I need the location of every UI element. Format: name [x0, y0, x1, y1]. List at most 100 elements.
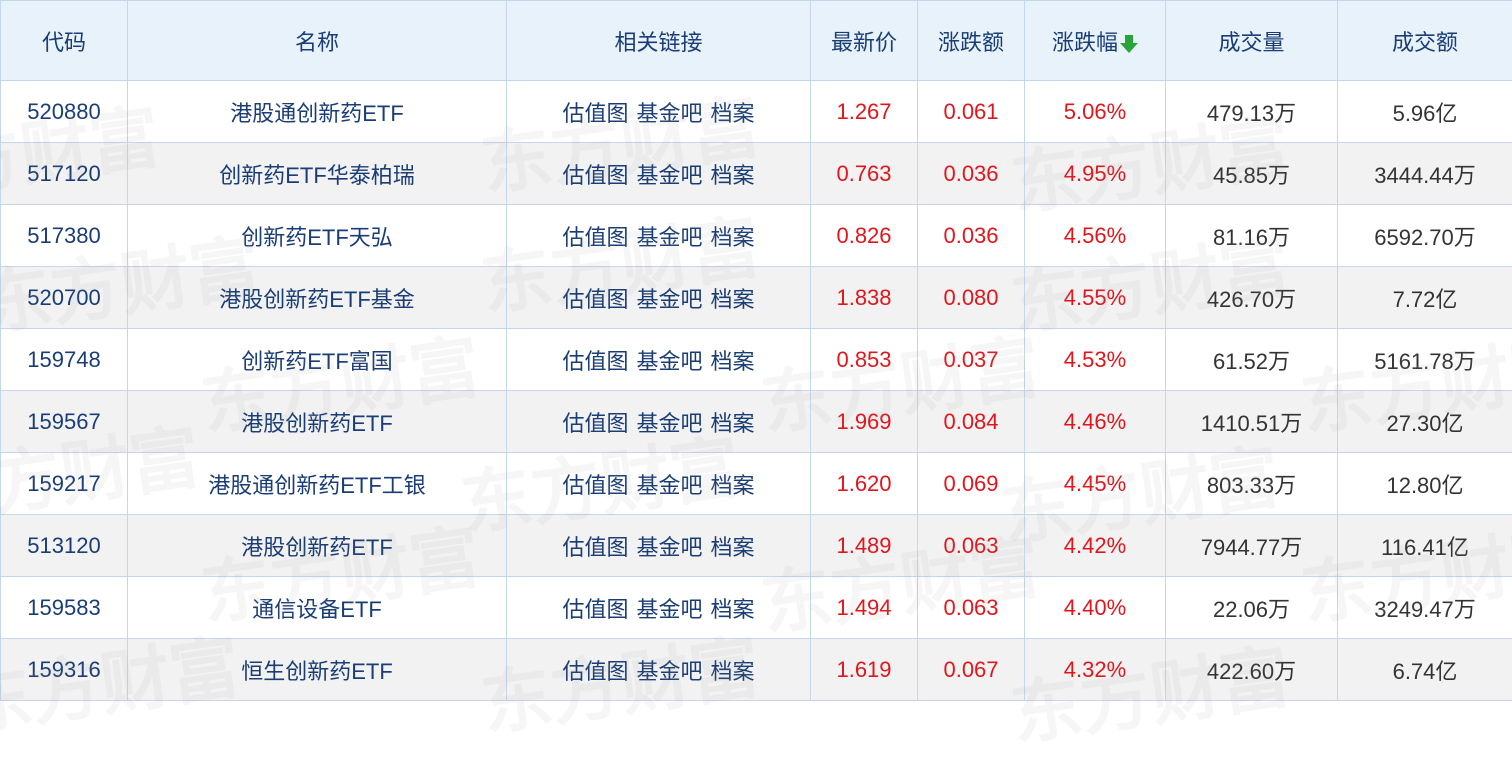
fund-forum-link[interactable]: 基金吧 [636, 349, 702, 374]
links-cell: 估值图基金吧档案 [507, 81, 811, 143]
change-cell: 0.036 [918, 205, 1025, 267]
valuation-chart-link[interactable]: 估值图 [562, 597, 628, 622]
fund-name-link[interactable]: 港股创新药ETF基金 [219, 287, 415, 312]
fund-name-link[interactable]: 创新药ETF华泰柏瑞 [219, 163, 415, 188]
header-code[interactable]: 代码 [1, 1, 128, 81]
change-cell: 0.084 [918, 391, 1025, 453]
valuation-chart-link[interactable]: 估值图 [562, 349, 628, 374]
price-cell: 0.826 [811, 205, 918, 267]
valuation-chart-link[interactable]: 估值图 [562, 101, 628, 126]
pct-cell: 4.95% [1025, 143, 1166, 205]
profile-link[interactable]: 档案 [711, 225, 755, 250]
volume-cell: 803.33万 [1166, 453, 1338, 515]
fund-name-link[interactable]: 创新药ETF富国 [241, 349, 393, 374]
valuation-chart-link[interactable]: 估值图 [562, 411, 628, 436]
amount-cell: 27.30亿 [1338, 391, 1512, 453]
profile-link[interactable]: 档案 [711, 535, 755, 560]
fund-name-link[interactable]: 恒生创新药ETF [241, 659, 393, 684]
links-cell: 估值图基金吧档案 [507, 639, 811, 701]
fund-forum-link[interactable]: 基金吧 [636, 535, 702, 560]
header-amount[interactable]: 成交额 [1338, 1, 1512, 81]
amount-cell: 6592.70万 [1338, 205, 1512, 267]
header-price[interactable]: 最新价 [811, 1, 918, 81]
change-cell: 0.036 [918, 143, 1025, 205]
profile-link[interactable]: 档案 [711, 101, 755, 126]
profile-link[interactable]: 档案 [711, 349, 755, 374]
header-name[interactable]: 名称 [128, 1, 507, 81]
pct-cell: 4.53% [1025, 329, 1166, 391]
header-volume[interactable]: 成交量 [1166, 1, 1338, 81]
pct-cell: 5.06% [1025, 81, 1166, 143]
price-cell: 0.763 [811, 143, 918, 205]
profile-link[interactable]: 档案 [711, 597, 755, 622]
pct-cell: 4.46% [1025, 391, 1166, 453]
fund-forum-link[interactable]: 基金吧 [636, 659, 702, 684]
profile-link[interactable]: 档案 [711, 287, 755, 312]
valuation-chart-link[interactable]: 估值图 [562, 659, 628, 684]
header-pct-label: 涨跌幅 [1052, 30, 1118, 55]
price-cell: 1.838 [811, 267, 918, 329]
pct-cell: 4.45% [1025, 453, 1166, 515]
fund-forum-link[interactable]: 基金吧 [636, 163, 702, 188]
links-cell: 估值图基金吧档案 [507, 329, 811, 391]
code-cell: 520880 [1, 81, 128, 143]
change-cell: 0.037 [918, 329, 1025, 391]
profile-link[interactable]: 档案 [711, 163, 755, 188]
price-cell: 1.620 [811, 453, 918, 515]
profile-link[interactable]: 档案 [711, 473, 755, 498]
fund-forum-link[interactable]: 基金吧 [636, 597, 702, 622]
header-row: 代码 名称 相关链接 最新价 涨跌额 涨跌幅 成交量 成交额 [1, 1, 1512, 81]
valuation-chart-link[interactable]: 估值图 [562, 473, 628, 498]
price-cell: 1.494 [811, 577, 918, 639]
fund-forum-link[interactable]: 基金吧 [636, 473, 702, 498]
fund-name-link[interactable]: 通信设备ETF [252, 597, 382, 622]
profile-link[interactable]: 档案 [711, 659, 755, 684]
fund-name-link[interactable]: 港股创新药ETF [241, 535, 393, 560]
header-change[interactable]: 涨跌额 [918, 1, 1025, 81]
change-cell: 0.080 [918, 267, 1025, 329]
profile-link[interactable]: 档案 [711, 411, 755, 436]
amount-cell: 3444.44万 [1338, 143, 1512, 205]
amount-cell: 116.41亿 [1338, 515, 1512, 577]
price-cell: 1.619 [811, 639, 918, 701]
fund-name-link[interactable]: 港股通创新药ETF [230, 101, 404, 126]
links-cell: 估值图基金吧档案 [507, 515, 811, 577]
links-cell: 估值图基金吧档案 [507, 391, 811, 453]
volume-cell: 22.06万 [1166, 577, 1338, 639]
fund-forum-link[interactable]: 基金吧 [636, 101, 702, 126]
etf-table: 代码 名称 相关链接 最新价 涨跌额 涨跌幅 成交量 成交额 520880 港股通… [0, 0, 1512, 701]
change-cell: 0.069 [918, 453, 1025, 515]
code-cell: 520700 [1, 267, 128, 329]
volume-cell: 422.60万 [1166, 639, 1338, 701]
change-cell: 0.061 [918, 81, 1025, 143]
fund-name-link[interactable]: 港股创新药ETF [241, 411, 393, 436]
change-cell: 0.067 [918, 639, 1025, 701]
fund-forum-link[interactable]: 基金吧 [636, 225, 702, 250]
pct-cell: 4.42% [1025, 515, 1166, 577]
links-cell: 估值图基金吧档案 [507, 577, 811, 639]
fund-forum-link[interactable]: 基金吧 [636, 287, 702, 312]
code-cell: 517380 [1, 205, 128, 267]
fund-name-link[interactable]: 港股通创新药ETF工银 [208, 473, 426, 498]
price-cell: 1.969 [811, 391, 918, 453]
amount-cell: 6.74亿 [1338, 639, 1512, 701]
links-cell: 估值图基金吧档案 [507, 205, 811, 267]
code-cell: 159567 [1, 391, 128, 453]
amount-cell: 12.80亿 [1338, 453, 1512, 515]
valuation-chart-link[interactable]: 估值图 [562, 225, 628, 250]
volume-cell: 7944.77万 [1166, 515, 1338, 577]
code-cell: 159583 [1, 577, 128, 639]
valuation-chart-link[interactable]: 估值图 [562, 535, 628, 560]
fund-name-link[interactable]: 创新药ETF天弘 [241, 225, 393, 250]
fund-forum-link[interactable]: 基金吧 [636, 411, 702, 436]
links-cell: 估值图基金吧档案 [507, 143, 811, 205]
valuation-chart-link[interactable]: 估值图 [562, 287, 628, 312]
valuation-chart-link[interactable]: 估值图 [562, 163, 628, 188]
header-pct[interactable]: 涨跌幅 [1025, 1, 1166, 81]
